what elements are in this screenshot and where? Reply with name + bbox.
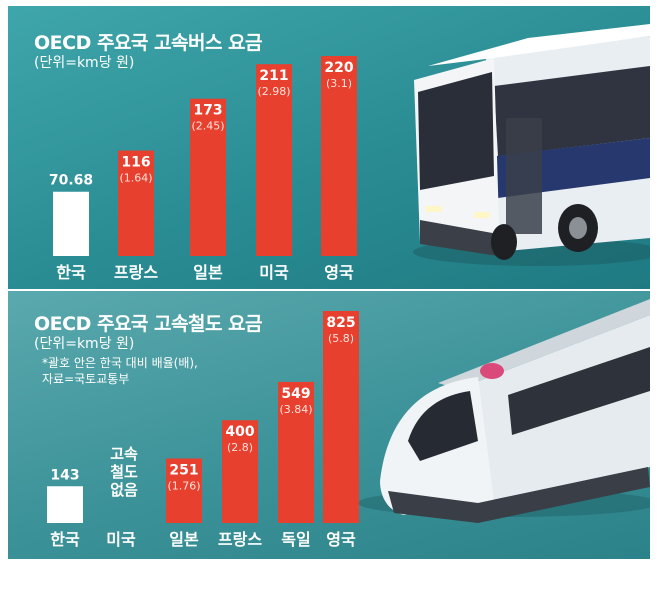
value-label: 220 (324, 60, 353, 76)
category-label: 프랑스 (114, 263, 158, 282)
value-label: 211 (259, 68, 288, 84)
bus-fare-chart-panel: OECD 주요국 고속버스 요금 (단위=km당 원) 한국 70.68 프랑스 11… (8, 6, 650, 289)
value-label: 549 (281, 386, 310, 402)
value-label: 251 (169, 463, 198, 479)
train-illustration (358, 299, 650, 523)
category-label: 독일 (281, 530, 310, 549)
train-chart-note: *괄호 안은 한국 대비 배율(배), 자료=국토교통부 (42, 356, 198, 386)
ratio-label: (2.8) (227, 441, 253, 454)
usa-no-hsr-label: 고속 철도 없음 (110, 445, 138, 499)
ratio-label: (5.8) (328, 332, 354, 345)
train-fare-chart-panel: OECD 주요국 고속철도 요금 (단위=km당 원) *괄호 안은 한국 대비… (8, 291, 650, 559)
category-label: 한국 (50, 530, 80, 549)
bar (222, 420, 258, 523)
category-label: 일본 (169, 530, 199, 549)
train-chart-title: OECD 주요국 고속철도 요금 (34, 313, 263, 335)
ratio-label: (3.84) (279, 403, 312, 416)
value-label: 70.68 (49, 173, 93, 189)
bar (47, 486, 83, 523)
category-label: 미국 (106, 530, 136, 549)
ratio-label: (2.98) (257, 85, 290, 98)
bus-illustration (413, 24, 650, 266)
bar (256, 64, 292, 256)
bar (118, 150, 154, 256)
bar (321, 56, 357, 256)
category-label: 한국 (56, 263, 86, 282)
category-label: 미국 (259, 263, 289, 282)
value-label: 143 (50, 467, 79, 483)
value-label: 825 (326, 315, 355, 331)
train-fare-bars: 한국 143 미국 일본 251(1.76) 프랑스 400(2.8) 독일 549(3.84)… (47, 311, 359, 549)
bar (53, 191, 89, 256)
train-body (358, 299, 650, 523)
bus-chart-unit: (단위=km당 원) (34, 55, 135, 71)
bar (190, 98, 226, 257)
bar (166, 458, 202, 523)
ratio-label: (3.1) (326, 77, 352, 90)
value-label: 400 (225, 424, 254, 440)
category-label: 영국 (324, 263, 354, 282)
value-label: 173 (193, 103, 222, 119)
category-label: 영국 (326, 530, 356, 549)
ratio-label: (2.45) (191, 120, 224, 133)
bar (278, 381, 314, 523)
bus-fare-bars: 한국 70.68 프랑스 116(1.64) 일본 173(2.45) 미국 211(2.98… (49, 56, 357, 282)
bus-body (413, 24, 650, 266)
category-label: 프랑스 (218, 530, 262, 549)
ratio-label: (1.64) (119, 172, 152, 185)
value-label: 116 (121, 155, 150, 171)
bar (323, 311, 359, 523)
bus-chart-title: OECD 주요국 고속버스 요금 (34, 32, 263, 54)
ratio-label: (1.76) (167, 480, 200, 493)
category-label: 일본 (193, 263, 223, 282)
train-chart-unit: (단위=km당 원) (34, 336, 135, 352)
